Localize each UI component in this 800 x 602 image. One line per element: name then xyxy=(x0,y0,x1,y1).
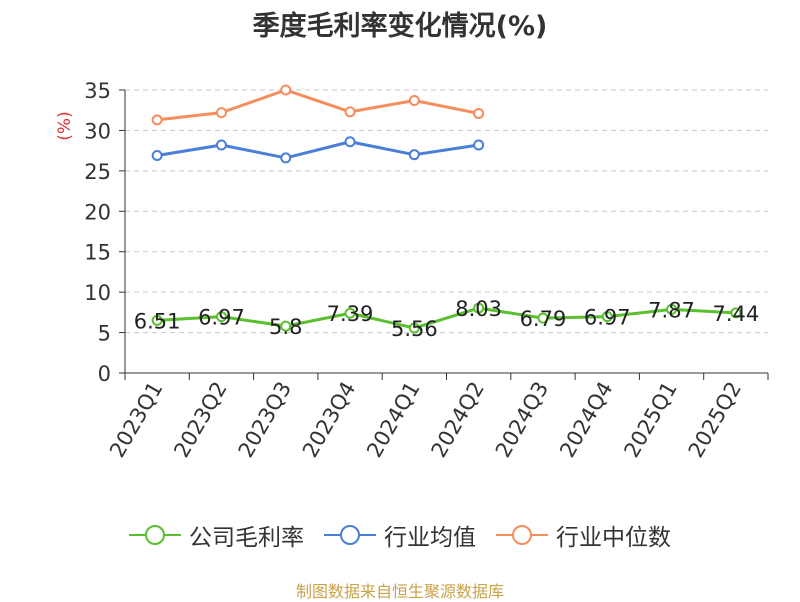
data-point xyxy=(408,149,420,161)
data-label: 7.44 xyxy=(712,302,759,326)
data-point xyxy=(473,139,485,151)
y-tick-label: 0 xyxy=(98,362,111,386)
data-point xyxy=(280,84,292,96)
data-point xyxy=(344,307,356,319)
x-tick-label: 2024Q1 xyxy=(362,378,424,462)
x-tick-label: 2025Q1 xyxy=(619,378,681,462)
data-point xyxy=(473,302,485,314)
series-layer: 6.51 6.97 5.8 7.39 5.56 8.03 6.79 6.97 7.87 7.44 xyxy=(134,84,759,341)
data-point xyxy=(280,152,292,164)
legend-label: 行业均值 xyxy=(384,525,476,551)
data-point xyxy=(151,149,163,161)
data-point xyxy=(537,312,549,324)
x-tick-label: 2024Q4 xyxy=(555,378,617,462)
y-tick-label: 10 xyxy=(84,281,111,305)
y-tick-label: 5 xyxy=(98,322,111,346)
data-label: 7.87 xyxy=(648,298,695,322)
source-note: 制图数据来自恒生聚源数据库 xyxy=(295,582,504,601)
data-point xyxy=(344,106,356,118)
legend: 公司毛利率 行业均值 行业中位数 xyxy=(0,518,800,552)
legend-item-industry-median[interactable]: 行业中位数 xyxy=(496,518,671,552)
legend-marker-icon xyxy=(324,525,376,545)
data-label: 6.79 xyxy=(520,307,567,331)
data-label: 7.39 xyxy=(327,302,374,326)
data-point xyxy=(666,303,678,315)
legend-label: 公司毛利率 xyxy=(189,525,304,551)
data-point xyxy=(151,114,163,126)
legend-marker-icon xyxy=(129,525,181,545)
y-axis-label: (%) xyxy=(55,111,75,140)
x-tick-label: 2025Q2 xyxy=(684,378,746,462)
data-point xyxy=(601,311,613,323)
data-label: 5.8 xyxy=(269,315,302,339)
data-label: 6.97 xyxy=(198,306,245,330)
y-tick-label: 35 xyxy=(84,79,111,103)
x-tick-label: 2024Q2 xyxy=(427,378,489,462)
x-tick-label: 2023Q4 xyxy=(298,378,360,462)
legend-item-company[interactable]: 公司毛利率 xyxy=(129,518,304,552)
data-point xyxy=(215,107,227,119)
data-point xyxy=(408,322,420,334)
series-line xyxy=(156,140,479,160)
x-tick-label: 2023Q3 xyxy=(234,378,296,462)
data-point xyxy=(408,95,420,107)
data-label: 6.97 xyxy=(584,306,631,330)
y-tick-label: 30 xyxy=(84,119,111,143)
data-label: 5.56 xyxy=(391,317,438,341)
legend-label: 行业中位数 xyxy=(556,525,671,551)
data-point xyxy=(344,136,356,148)
data-label: 6.51 xyxy=(134,309,181,333)
x-tick-label: 2024Q3 xyxy=(491,378,553,462)
legend-item-industry-mean[interactable]: 行业均值 xyxy=(324,518,476,552)
y-tick-label: 15 xyxy=(84,241,111,265)
data-label: 8.03 xyxy=(455,297,502,321)
data-point xyxy=(280,320,292,332)
grid-lines xyxy=(125,89,768,334)
series-line xyxy=(156,88,479,122)
x-tick-label: 2023Q1 xyxy=(105,378,167,462)
data-point xyxy=(151,314,163,326)
data-point xyxy=(215,139,227,151)
y-tick-label: 25 xyxy=(84,160,111,184)
legend-marker-icon xyxy=(496,525,548,545)
data-point xyxy=(473,107,485,119)
y-tick-label: 20 xyxy=(84,200,111,224)
x-tick-label: 2023Q2 xyxy=(169,378,231,462)
data-point xyxy=(730,307,742,319)
series-line xyxy=(157,306,736,330)
data-point xyxy=(215,311,227,323)
chart-title: 季度毛利率变化情况(%) xyxy=(252,11,548,42)
